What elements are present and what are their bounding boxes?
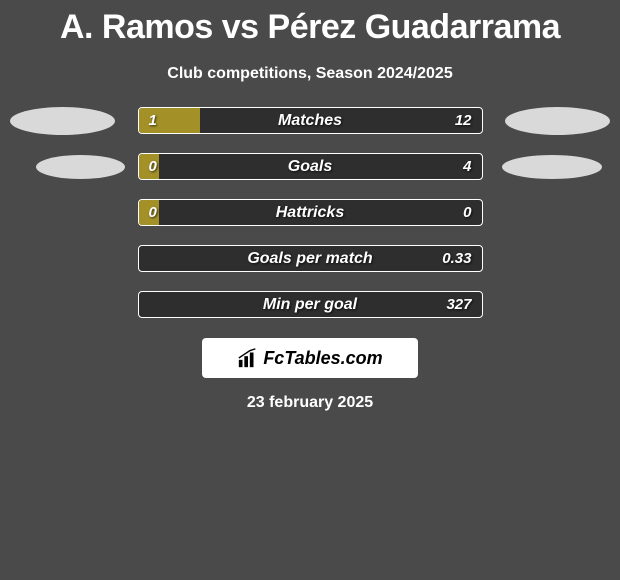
site-logo[interactable]: FcTables.com [202, 338, 418, 378]
stat-bar-fill [139, 200, 160, 225]
comparison-row: 1Matches12 [10, 107, 610, 134]
page-title: A. Ramos vs Pérez Guadarrama [0, 8, 620, 47]
stat-bar: 0Goals4 [138, 153, 483, 180]
stat-bar: 1Matches12 [138, 107, 483, 134]
stat-label: Min per goal [139, 296, 482, 314]
stat-bar: Min per goal327 [138, 291, 483, 318]
logo-text: FcTables.com [263, 348, 382, 369]
stat-bar-fill [139, 154, 160, 179]
player-avatar-left [10, 107, 115, 135]
stat-value-right: 0 [463, 204, 471, 221]
stat-label: Hattricks [139, 204, 482, 222]
stat-value-right: 327 [446, 296, 471, 313]
stat-bar: 0Hattricks0 [138, 199, 483, 226]
comparison-rows: 1Matches120Goals40Hattricks0Goals per ma… [0, 107, 620, 318]
comparison-row: 0Goals4 [10, 153, 610, 180]
stat-value-right: 12 [455, 112, 472, 129]
stat-label: Goals [139, 158, 482, 176]
bar-chart-icon [237, 347, 259, 369]
stat-label: Goals per match [139, 250, 482, 268]
comparison-row: 0Hattricks0 [10, 199, 610, 226]
stat-value-right: 0.33 [442, 250, 471, 267]
stat-value-right: 4 [463, 158, 471, 175]
player-avatar-right [505, 107, 610, 135]
player-avatar-right [502, 155, 602, 179]
stat-bar-fill [139, 108, 201, 133]
date-label: 23 february 2025 [0, 394, 620, 412]
player-avatar-left [36, 155, 125, 179]
stat-bar: Goals per match0.33 [138, 245, 483, 272]
comparison-row: Goals per match0.33 [10, 245, 610, 272]
subtitle: Club competitions, Season 2024/2025 [0, 65, 620, 83]
comparison-row: Min per goal327 [10, 291, 610, 318]
